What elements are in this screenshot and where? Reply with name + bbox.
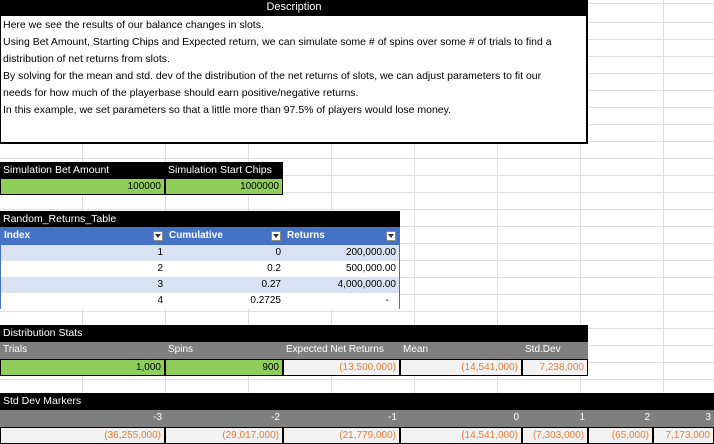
table-cell[interactable]: 4 [157, 295, 163, 306]
description-box: Here we see the results of our balance c… [0, 15, 588, 144]
table-cell[interactable]: - [385, 295, 389, 306]
dist-mean-value[interactable]: (14,541,000) [400, 359, 522, 376]
sim-chips-value[interactable]: 1000000 [165, 178, 283, 195]
description-title: Description [0, 0, 588, 16]
col-header-index: Index [1, 228, 166, 245]
col-header-returns-label: Returns [287, 230, 325, 241]
table-row: 3 0.27 4,000,000.00 [1, 277, 399, 293]
random-returns-table: Index Cumulative Returns 1 0 200,000.00 … [0, 227, 400, 309]
table-cell[interactable]: 3 [157, 279, 163, 290]
col-header-cumulative-label: Cumulative [169, 230, 223, 241]
table-cell[interactable]: 0.2 [267, 263, 281, 274]
marker-value[interactable]: (65,000) [588, 427, 653, 444]
dist-std-dev-value[interactable]: 7,238,000 [522, 359, 588, 376]
description-line: In this example, we set parameters so th… [3, 104, 452, 116]
dist-header-spins: Spins [165, 342, 283, 359]
description-line: distribution of net returns from slots. [3, 53, 170, 65]
dist-header-expected-net-returns: Expected Net Returns [283, 342, 400, 359]
dist-expected-net-returns-value[interactable]: (13,500,000) [283, 359, 400, 376]
table-cell[interactable]: 4,000,000.00 [337, 279, 396, 290]
col-header-index-label: Index [4, 230, 31, 241]
table-row: 2 0.2 500,000.00 [1, 261, 399, 277]
dist-header-trials: Trials [0, 342, 165, 359]
description-line: needs for how much of the playerbase sho… [3, 87, 359, 99]
marker-value[interactable]: (14,541,000) [400, 427, 522, 444]
table-cell[interactable]: 200,000.00 [345, 247, 396, 258]
description-line: Using Bet Amount, Starting Chips and Exp… [3, 36, 552, 48]
dist-header-mean: Mean [400, 342, 522, 359]
table-cell[interactable]: 0.27 [261, 279, 281, 290]
marker-header: -2 [165, 410, 283, 427]
dist-header-std-dev: Std.Dev [522, 342, 588, 359]
marker-header: -1 [283, 410, 400, 427]
marker-header: 1 [522, 410, 588, 427]
filter-dropdown-icon[interactable] [271, 231, 281, 241]
distribution-stats-title: Distribution Stats [0, 325, 588, 342]
table-cell[interactable]: 0.2725 [250, 295, 281, 306]
marker-header: 2 [588, 410, 653, 427]
marker-header: 3 [653, 410, 714, 427]
std-dev-markers-title: Std Dev Markers [0, 393, 714, 410]
sim-bet-value[interactable]: 100000 [0, 178, 165, 195]
marker-value[interactable]: (36,255,000) [0, 427, 165, 444]
marker-value[interactable]: (29,017,000) [165, 427, 283, 444]
random-table-title: Random_Returns_Table [0, 211, 400, 228]
marker-header: 0 [400, 410, 522, 427]
dist-trials-value[interactable]: 1,000 [0, 359, 165, 376]
marker-header: -3 [0, 410, 165, 427]
sim-bet-label: Simulation Bet Amount [0, 162, 165, 179]
table-cell[interactable]: 500,000.00 [345, 263, 396, 274]
table-row: 4 0.2725 - [1, 293, 399, 309]
table-row: 1 0 200,000.00 [1, 245, 399, 261]
table-cell[interactable]: 2 [157, 263, 163, 274]
marker-value[interactable]: (7,303,000) [522, 427, 588, 444]
description-line: Here we see the results of our balance c… [3, 19, 264, 31]
col-header-cumulative: Cumulative [166, 228, 284, 245]
table-cell[interactable]: 0 [275, 247, 281, 258]
sim-chips-label: Simulation Start Chips [165, 162, 283, 179]
table-cell[interactable]: 1 [157, 247, 163, 258]
col-header-returns: Returns [284, 228, 399, 245]
filter-dropdown-icon[interactable] [153, 231, 163, 241]
marker-value[interactable]: 7,173,000 [653, 427, 714, 444]
filter-dropdown-icon[interactable] [386, 231, 396, 241]
description-line: By solving for the mean and std. dev of … [3, 70, 542, 82]
dist-spins-value[interactable]: 900 [165, 359, 283, 376]
marker-value[interactable]: (21,779,000) [283, 427, 400, 444]
